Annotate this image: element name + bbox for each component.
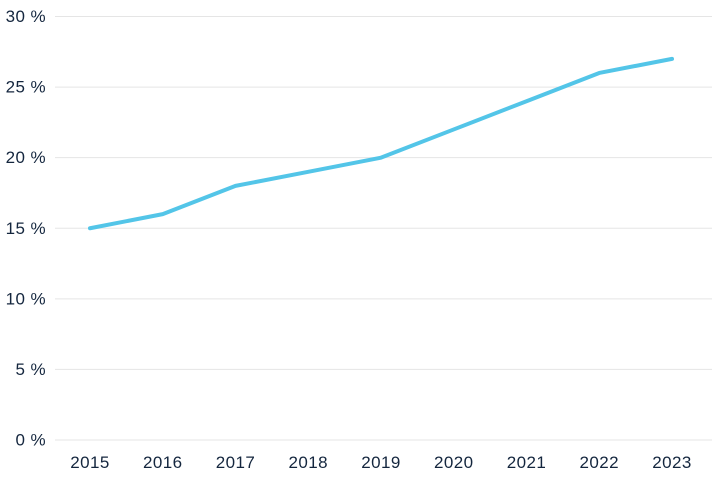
x-axis-tick-label: 2020	[434, 453, 473, 472]
x-axis-tick-label: 2018	[289, 453, 328, 472]
data-line	[88, 56, 674, 231]
y-axis-tick-label: 5 %	[16, 360, 47, 379]
x-axis-tick-label: 2017	[216, 453, 255, 472]
y-axis-tick-label: 10 %	[6, 289, 46, 308]
x-axis-tick-label: 2016	[143, 453, 182, 472]
y-axis-tick-label: 30 %	[6, 7, 46, 26]
x-axis-tick-label: 2019	[361, 453, 400, 472]
y-axis-tick-label: 15 %	[6, 219, 46, 238]
x-axis-tick-label: 2023	[652, 453, 691, 472]
x-axis-tick-label: 2022	[580, 453, 619, 472]
y-axis-tick-label: 20 %	[6, 148, 46, 167]
y-axis-tick-label: 0 %	[16, 431, 47, 450]
x-axis-tick-label: 2015	[70, 453, 109, 472]
x-axis-tick-label: 2021	[507, 453, 546, 472]
y-axis-tick-label: 25 %	[6, 78, 46, 97]
